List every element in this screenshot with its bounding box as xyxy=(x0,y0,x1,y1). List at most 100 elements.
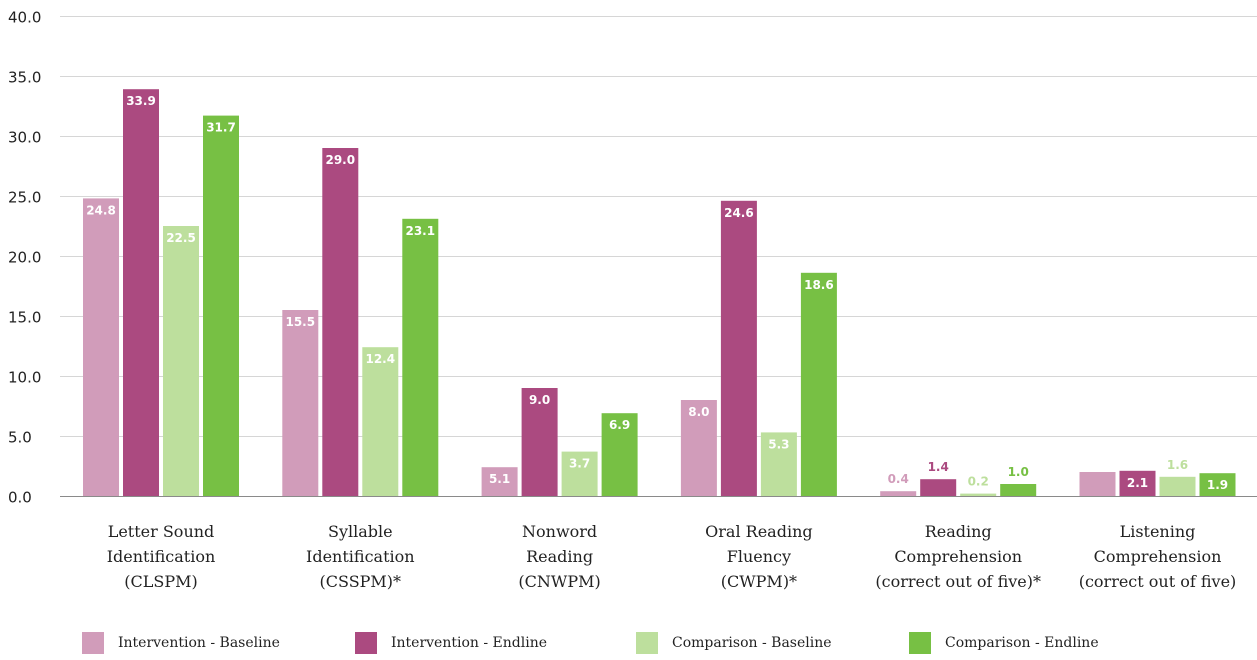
gridlines xyxy=(60,16,1257,497)
bar xyxy=(960,493,997,496)
bar xyxy=(1119,470,1156,496)
data-label: 22.5 xyxy=(166,231,196,245)
data-label: 0.4 xyxy=(888,472,909,486)
category-label-line: (correct out of five)* xyxy=(875,572,1041,591)
y-tick-label: 25.0 xyxy=(8,189,41,207)
bar xyxy=(1079,472,1116,496)
data-label: 18.6 xyxy=(804,278,834,292)
category-label-line: Identification xyxy=(107,547,216,566)
data-label: 31.7 xyxy=(206,121,236,135)
bar xyxy=(163,226,199,496)
y-tick-label: 40.0 xyxy=(8,9,41,27)
legend-label: Intervention - Baseline xyxy=(118,635,280,651)
bar xyxy=(800,272,837,496)
category-label: Nonword Reading (CNWPM) xyxy=(518,522,600,591)
data-label: 2.1 xyxy=(1127,476,1148,490)
category-label-line: Letter Sound xyxy=(108,522,215,541)
y-tick-label: 10.0 xyxy=(8,369,41,387)
legend-item-comparison-baseline: Comparison - Baseline xyxy=(636,632,832,654)
data-label: 24.6 xyxy=(724,206,754,220)
data-label: 29.0 xyxy=(325,153,355,167)
data-label: 3.7 xyxy=(569,457,590,471)
data-label: 6.9 xyxy=(609,418,630,432)
bar-chart: 0.0 5.0 10.0 15.0 20.0 25.0 30.0 35.0 40.0 24.8 1… xyxy=(8,9,1257,591)
legend-item-intervention-endline: Intervention - Endline xyxy=(355,632,547,654)
category-label: Letter Sound Identification (CLSPM) xyxy=(107,522,216,591)
bar xyxy=(760,432,797,496)
data-label: 0.2 xyxy=(968,475,989,489)
y-tick-label: 15.0 xyxy=(8,309,41,327)
category-label-line: Syllable xyxy=(328,522,393,541)
y-tick-label: 20.0 xyxy=(8,249,41,267)
category-label-line: (CSSPM)* xyxy=(320,572,402,591)
data-labels: 24.8 15.5 5.1 8.0 0.4 2.0 33.9 29.0 9.0 24.6 1.4 2.… xyxy=(86,94,1228,492)
bar xyxy=(322,148,359,496)
data-label: 2.0 xyxy=(1087,477,1108,491)
bar xyxy=(83,198,119,496)
category-label-line: (CLSPM) xyxy=(124,572,197,591)
legend-label: Comparison - Endline xyxy=(945,635,1099,651)
data-label: 24.8 xyxy=(86,203,116,217)
category-label-line: Reading xyxy=(526,547,593,566)
category-label-line: Fluency xyxy=(727,547,791,566)
legend-item-comparison-endline: Comparison - Endline xyxy=(909,632,1099,654)
bar xyxy=(123,89,159,496)
category-label: Listening Comprehension (correct out of fi… xyxy=(1079,522,1237,591)
legend-swatch xyxy=(636,632,658,654)
data-label: 9.0 xyxy=(529,393,550,407)
bar xyxy=(720,200,757,497)
bar xyxy=(880,491,917,496)
bar xyxy=(1199,473,1236,496)
bars xyxy=(83,89,1236,497)
category-label-line: Oral Reading xyxy=(705,522,812,541)
bar xyxy=(920,479,957,496)
bar xyxy=(680,400,717,496)
bar xyxy=(1000,484,1037,496)
data-label: 12.4 xyxy=(365,352,395,366)
legend-swatch xyxy=(909,632,931,654)
data-label: 33.9 xyxy=(126,94,156,108)
category-label-line: (CWPM)* xyxy=(721,572,797,591)
legend-label: Intervention - Endline xyxy=(391,635,547,651)
bar xyxy=(282,310,319,496)
x-axis: Letter Sound Identification (CLSPM) Syllabl… xyxy=(107,522,1237,591)
legend-swatch xyxy=(355,632,377,654)
bar xyxy=(402,218,439,497)
category-label-line: Comprehension xyxy=(1094,547,1222,566)
category-label-line: Reading xyxy=(925,522,992,541)
data-label: 1.9 xyxy=(1207,478,1228,492)
category-label: Oral Reading Fluency (CWPM)* xyxy=(705,522,812,591)
y-tick-label: 5.0 xyxy=(8,429,32,447)
bar xyxy=(203,115,239,496)
y-tick-label: 30.0 xyxy=(8,129,41,147)
category-label-line: Identification xyxy=(306,547,415,566)
data-label: 23.1 xyxy=(405,224,435,238)
data-label: 5.3 xyxy=(768,437,789,451)
bar xyxy=(601,413,638,496)
data-label: 1.4 xyxy=(928,460,949,474)
category-label-line: Nonword xyxy=(522,522,597,541)
category-label: Syllable Identification (CSSPM)* xyxy=(306,522,415,591)
bar xyxy=(1159,476,1196,496)
legend-swatch xyxy=(82,632,104,654)
category-label-line: Listening xyxy=(1120,522,1196,541)
category-label-line: (CNWPM) xyxy=(518,572,600,591)
data-label: 1.0 xyxy=(1008,465,1029,479)
data-label: 15.5 xyxy=(285,315,315,329)
bar xyxy=(521,388,558,496)
legend-label: Comparison - Baseline xyxy=(672,635,832,651)
data-label: 5.1 xyxy=(489,472,510,486)
category-label-line: Comprehension xyxy=(894,547,1022,566)
category-label: Reading Comprehension (correct out of five… xyxy=(875,522,1041,591)
legend: Intervention - Baseline Intervention - E… xyxy=(0,632,1257,660)
data-label: 8.0 xyxy=(688,405,709,419)
bar xyxy=(481,467,518,496)
category-label-line: (correct out of five) xyxy=(1079,572,1237,591)
bar xyxy=(561,451,598,496)
bar xyxy=(362,347,399,496)
legend-item-intervention-baseline: Intervention - Baseline xyxy=(82,632,280,654)
y-tick-label: 0.0 xyxy=(8,489,32,507)
data-label: 1.6 xyxy=(1167,458,1188,472)
y-tick-label: 35.0 xyxy=(8,69,41,87)
y-axis: 0.0 5.0 10.0 15.0 20.0 25.0 30.0 35.0 40.0 xyxy=(8,9,41,507)
